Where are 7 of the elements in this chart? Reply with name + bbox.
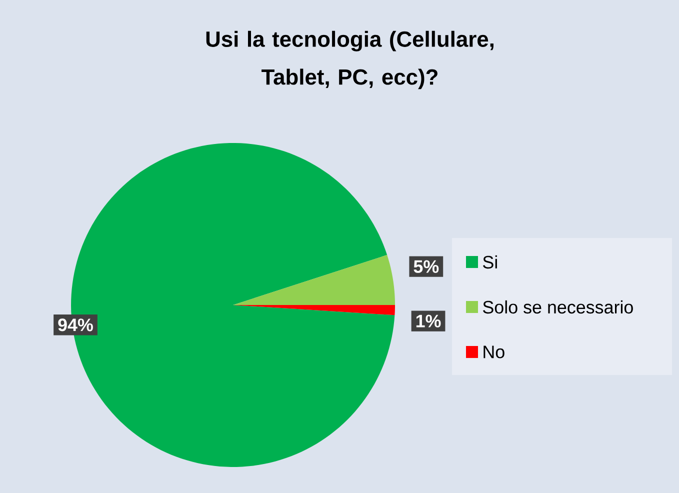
data-label: 5% <box>414 260 439 273</box>
legend-label: No <box>484 346 504 358</box>
data-label: 1% <box>416 314 441 328</box>
legend-label: Si <box>483 255 497 269</box>
data-label: 94% <box>58 318 93 332</box>
legend-label: Solo se necessario <box>483 300 633 314</box>
chart-title: Usi la tecnologia (Cellulare, Tablet, PC, ecc)? <box>206 30 494 90</box>
